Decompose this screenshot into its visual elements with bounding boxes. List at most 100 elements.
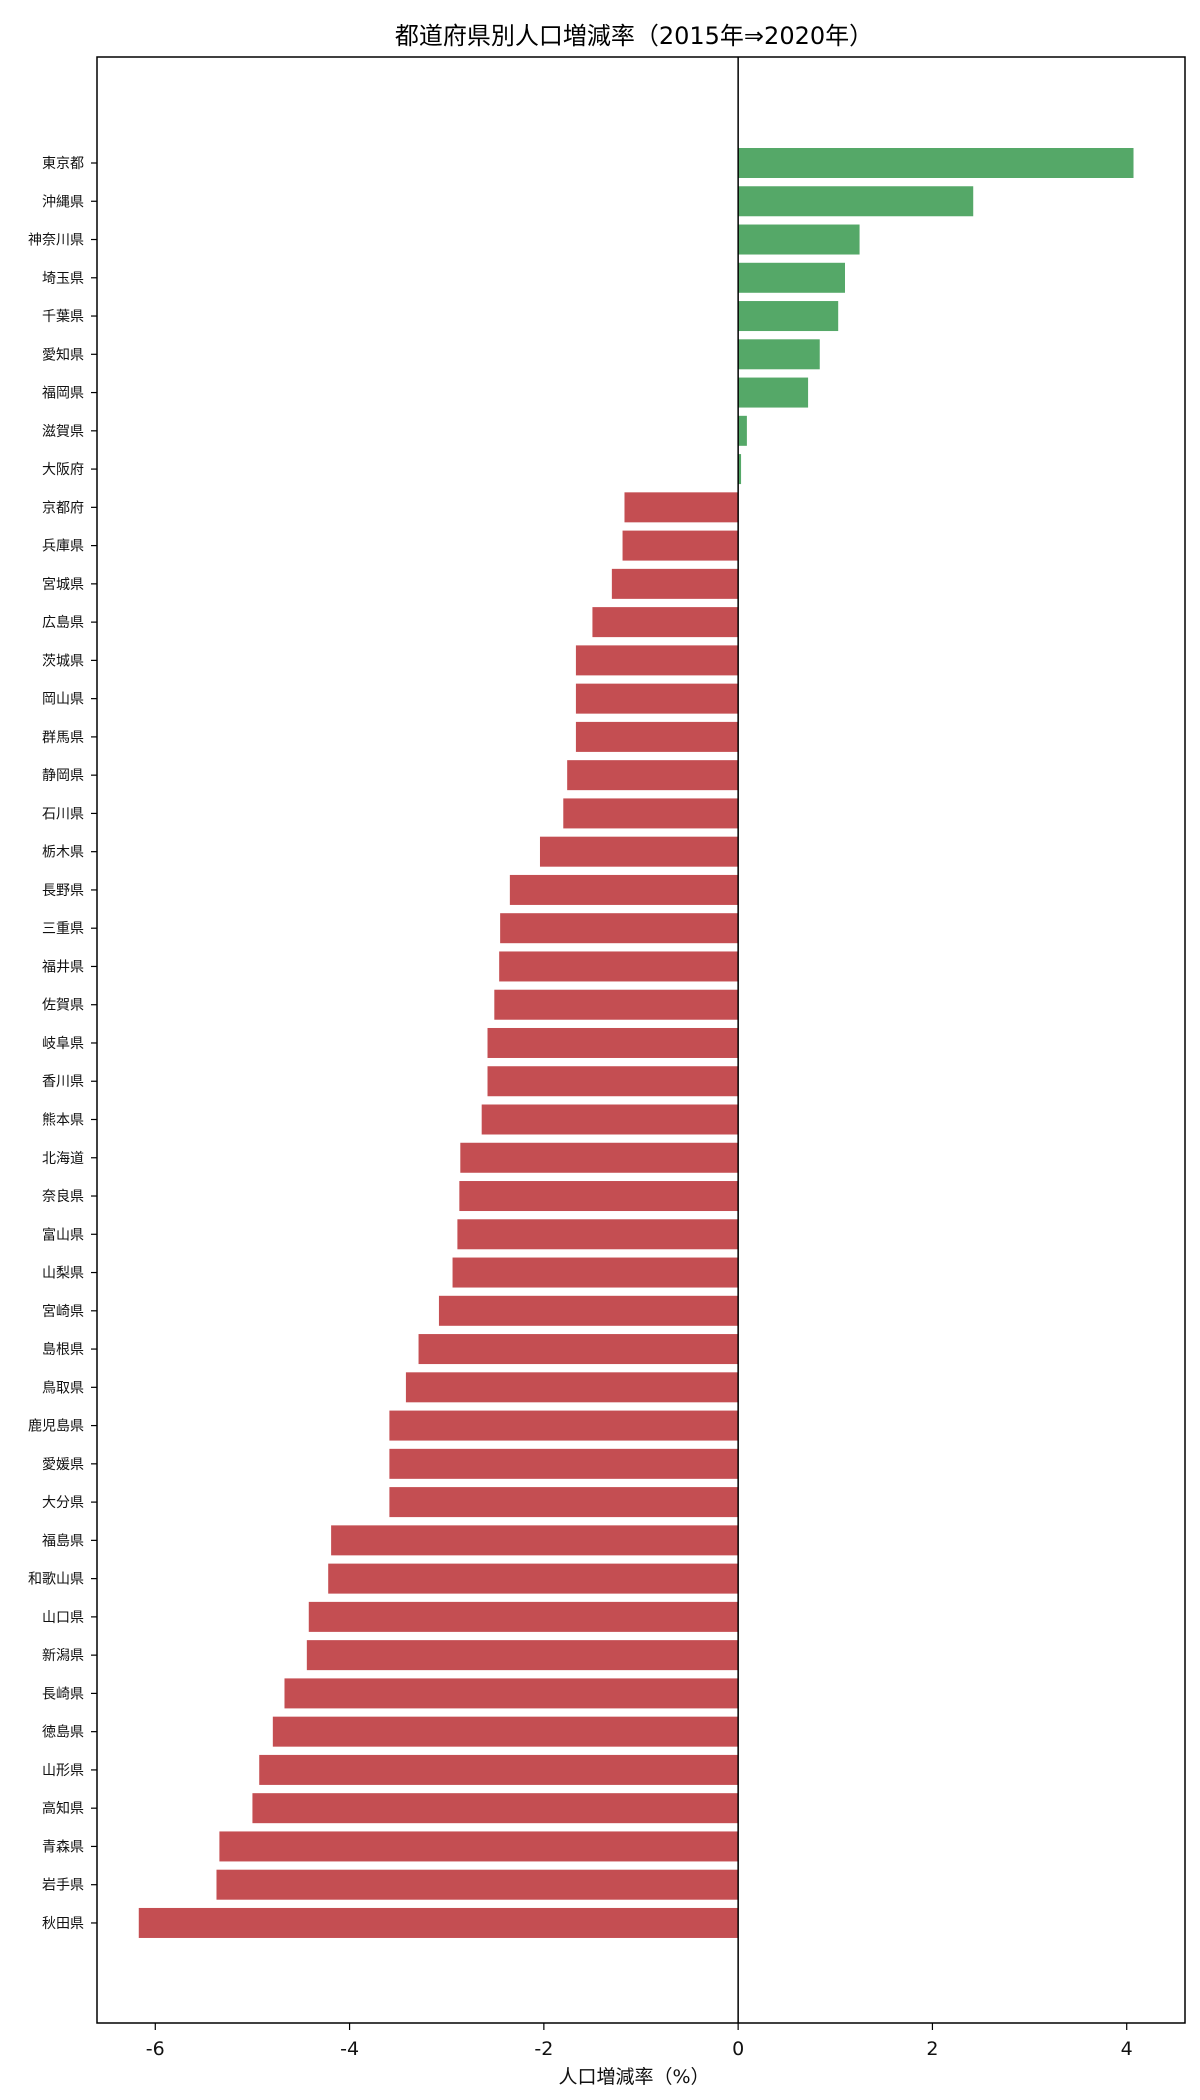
category-label: 神奈川県 bbox=[28, 233, 84, 249]
bar-神奈川県 bbox=[738, 224, 860, 255]
bar-群馬県 bbox=[575, 721, 739, 752]
bar-京都府 bbox=[624, 492, 739, 523]
category-label: 愛知県 bbox=[42, 346, 84, 363]
bar-富山県 bbox=[457, 1219, 739, 1250]
bar-茨城県 bbox=[575, 645, 739, 676]
category-label: 高知県 bbox=[42, 1800, 84, 1817]
category-label: 富山県 bbox=[42, 1226, 84, 1243]
category-label: 熊本県 bbox=[42, 1113, 84, 1129]
bar-大阪府 bbox=[738, 454, 742, 485]
bar-静岡県 bbox=[567, 760, 739, 791]
category-label: 兵庫県 bbox=[42, 538, 84, 555]
x-axis: -6 -4 -2 0 2 4 bbox=[146, 2023, 1133, 2060]
category-label: 秋田県 bbox=[42, 1916, 84, 1932]
bar-石川県 bbox=[563, 798, 739, 829]
category-label: 北海道 bbox=[42, 1151, 84, 1167]
category-label: 埼玉県 bbox=[42, 271, 84, 287]
category-label: 福島県 bbox=[42, 1533, 84, 1549]
category-label: 佐賀県 bbox=[42, 998, 84, 1014]
bar-徳島県 bbox=[272, 1716, 739, 1747]
category-label: 茨城県 bbox=[42, 653, 84, 669]
category-label: 沖縄県 bbox=[42, 194, 84, 210]
x-axis-label: 人口増減率（%） bbox=[558, 2066, 709, 2088]
x-tick-label: 2 bbox=[926, 2038, 938, 2060]
category-label: 福岡県 bbox=[42, 386, 84, 402]
bar-愛知県 bbox=[738, 339, 820, 370]
category-label: 大分県 bbox=[42, 1495, 84, 1511]
bar-大分県 bbox=[389, 1487, 739, 1518]
x-tick-label: 0 bbox=[732, 2038, 744, 2060]
plot-frame bbox=[96, 56, 1186, 2024]
bar-滋賀県 bbox=[738, 415, 747, 446]
category-label: 山形県 bbox=[42, 1763, 84, 1779]
category-label: 徳島県 bbox=[42, 1725, 84, 1741]
bar-山形県 bbox=[259, 1754, 739, 1785]
bar-沖縄県 bbox=[738, 186, 974, 217]
category-labels: 東京都沖縄県神奈川県埼玉県千葉県愛知県福岡県滋賀県大阪府京都府兵庫県宮城県広島県… bbox=[28, 156, 97, 1932]
bar-愛媛県 bbox=[389, 1448, 739, 1479]
category-label: 岐阜県 bbox=[42, 1035, 84, 1052]
bar-香川県 bbox=[487, 1066, 739, 1097]
x-tick-label: -2 bbox=[534, 2038, 553, 2060]
bar-千葉県 bbox=[738, 301, 839, 332]
category-label: 長崎県 bbox=[42, 1686, 84, 1702]
bar-島根県 bbox=[418, 1334, 739, 1365]
bar-埼玉県 bbox=[738, 262, 845, 293]
bar-長崎県 bbox=[284, 1678, 739, 1709]
category-label: 大阪府 bbox=[42, 462, 84, 478]
category-label: 長野県 bbox=[42, 883, 84, 899]
bar-高知県 bbox=[252, 1793, 739, 1824]
x-tick-label: -6 bbox=[146, 2038, 165, 2060]
bars-group bbox=[138, 148, 1134, 1938]
bar-熊本県 bbox=[481, 1104, 739, 1135]
bar-鳥取県 bbox=[405, 1372, 739, 1403]
bar-東京都 bbox=[738, 148, 1134, 178]
category-label: 岩手県 bbox=[42, 1878, 84, 1894]
bar-福島県 bbox=[331, 1525, 739, 1556]
bar-山梨県 bbox=[452, 1257, 739, 1288]
bar-山口県 bbox=[308, 1601, 739, 1632]
category-label: 山梨県 bbox=[42, 1266, 84, 1282]
category-label: 広島県 bbox=[42, 615, 84, 631]
category-label: 山口県 bbox=[42, 1610, 84, 1626]
bar-奈良県 bbox=[459, 1181, 739, 1212]
bar-和歌山県 bbox=[328, 1563, 739, 1594]
bar-長野県 bbox=[509, 874, 739, 905]
category-label: 東京都 bbox=[42, 156, 84, 172]
bar-福岡県 bbox=[738, 377, 809, 408]
bar-鹿児島県 bbox=[389, 1410, 739, 1441]
bar-宮崎県 bbox=[438, 1295, 739, 1326]
chart-title: 都道府県別人口増減率（2015年⇒2020年） bbox=[395, 22, 873, 50]
category-label: 栃木県 bbox=[42, 845, 84, 861]
category-label: 新潟県 bbox=[42, 1648, 84, 1664]
category-label: 奈良県 bbox=[42, 1189, 84, 1205]
bar-宮城県 bbox=[611, 568, 739, 599]
category-label: 香川県 bbox=[42, 1074, 84, 1090]
bar-岩手県 bbox=[216, 1869, 739, 1900]
bar-青森県 bbox=[219, 1831, 739, 1862]
bar-新潟県 bbox=[306, 1640, 739, 1671]
bar-広島県 bbox=[592, 607, 739, 638]
category-label: 福井県 bbox=[42, 959, 84, 975]
category-label: 京都府 bbox=[42, 500, 84, 516]
category-label: 滋賀県 bbox=[42, 424, 84, 440]
bar-岡山県 bbox=[575, 683, 739, 714]
category-label: 鹿児島県 bbox=[28, 1418, 84, 1435]
x-tick-label: 4 bbox=[1121, 2038, 1133, 2060]
category-label: 青森県 bbox=[42, 1839, 84, 1855]
category-label: 和歌山県 bbox=[28, 1572, 84, 1588]
category-label: 三重県 bbox=[42, 921, 84, 937]
bar-北海道 bbox=[460, 1142, 739, 1173]
bar-秋田県 bbox=[138, 1907, 739, 1938]
bar-栃木県 bbox=[539, 836, 739, 867]
category-label: 群馬県 bbox=[42, 730, 84, 746]
category-label: 石川県 bbox=[42, 806, 84, 822]
category-label: 千葉県 bbox=[42, 309, 84, 325]
bar-佐賀県 bbox=[494, 989, 739, 1020]
bar-兵庫県 bbox=[622, 530, 739, 561]
bar-岐阜県 bbox=[487, 1027, 739, 1058]
category-label: 愛媛県 bbox=[42, 1457, 84, 1473]
category-label: 宮崎県 bbox=[42, 1304, 84, 1320]
